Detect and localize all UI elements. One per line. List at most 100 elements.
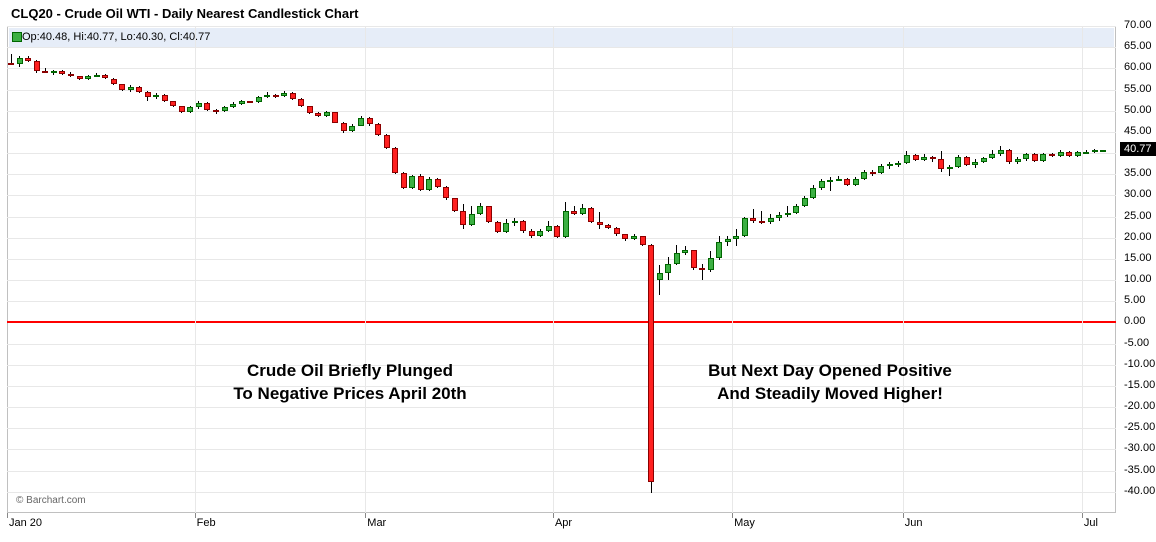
candle-body xyxy=(631,236,637,239)
y-tick-label: -20.00 xyxy=(1124,400,1155,412)
candle-body xyxy=(273,95,279,97)
grid-line-h xyxy=(7,153,1116,154)
candle-body xyxy=(716,242,722,259)
candle-body xyxy=(460,211,466,225)
candle-body xyxy=(580,208,586,214)
zero-line xyxy=(7,321,1116,323)
candle-body xyxy=(759,221,765,223)
x-tick-mark xyxy=(195,513,196,518)
candle-body xyxy=(264,95,270,97)
candle-body xyxy=(418,176,424,190)
candle-body xyxy=(955,157,961,166)
candle-body xyxy=(486,206,492,222)
candle-body xyxy=(529,231,535,236)
candle-body xyxy=(94,75,100,77)
grid-line-h xyxy=(7,132,1116,133)
candle-body xyxy=(68,74,74,76)
candle-body xyxy=(315,113,321,116)
y-tick-label: -40.00 xyxy=(1124,485,1155,497)
candle-body xyxy=(324,112,330,116)
x-tick-mark xyxy=(903,513,904,518)
candle-body xyxy=(239,101,245,104)
x-tick-label: Mar xyxy=(367,517,386,529)
candle-body xyxy=(145,92,151,96)
candle-wick xyxy=(659,265,660,295)
candle-body xyxy=(699,268,705,270)
annotation-right: But Next Day Opened PositiveAnd Steadily… xyxy=(630,360,1030,406)
candle-wick xyxy=(599,212,600,229)
candle-body xyxy=(196,103,202,107)
candle-body xyxy=(8,63,14,65)
candle-body xyxy=(1006,150,1012,161)
candle-body xyxy=(768,218,774,223)
candle-body xyxy=(298,99,304,106)
grid-line-h xyxy=(7,217,1116,218)
candle-body xyxy=(59,71,65,74)
y-tick-label: -25.00 xyxy=(1124,421,1155,433)
chart-plot-area xyxy=(7,26,1116,513)
x-tick-label: Jun xyxy=(905,517,923,529)
candle-body xyxy=(187,107,193,112)
candle-body xyxy=(563,211,569,237)
grid-line-h xyxy=(7,492,1116,493)
candle-body xyxy=(785,213,791,215)
candle-body xyxy=(290,93,296,99)
grid-line-h xyxy=(7,471,1116,472)
ohlc-swatch xyxy=(12,32,22,42)
candle-body xyxy=(682,250,688,252)
chart-title: CLQ20 - Crude Oil WTI - Daily Nearest Ca… xyxy=(11,6,358,21)
grid-line-h xyxy=(7,259,1116,260)
candle-body xyxy=(426,179,432,190)
x-tick-label: Feb xyxy=(197,517,216,529)
y-tick-label: 30.00 xyxy=(1124,188,1152,200)
grid-line-h xyxy=(7,111,1116,112)
candle-body xyxy=(520,221,526,232)
candle-body xyxy=(605,225,611,228)
grid-line-v xyxy=(903,26,904,513)
candle-body xyxy=(128,87,134,90)
candle-body xyxy=(162,95,168,102)
candle-body xyxy=(1083,152,1089,154)
candle-body xyxy=(691,250,697,268)
candle-body xyxy=(895,163,901,165)
x-tick-label: May xyxy=(734,517,755,529)
candle-body xyxy=(222,107,228,111)
candle-body xyxy=(571,211,577,214)
candle-body xyxy=(401,173,407,188)
candle-body xyxy=(776,215,782,218)
candle-body xyxy=(827,180,833,182)
candle-body xyxy=(733,236,739,239)
candle-body xyxy=(810,188,816,198)
grid-line-v xyxy=(553,26,554,513)
candle-body xyxy=(85,76,91,79)
grid-line-h xyxy=(7,407,1116,408)
candle-body xyxy=(1092,150,1098,152)
grid-line-h xyxy=(7,68,1116,69)
candle-body xyxy=(136,87,142,93)
candle-body xyxy=(878,166,884,173)
grid-line-v xyxy=(1082,26,1083,513)
y-tick-label: 50.00 xyxy=(1124,104,1152,116)
candle-body xyxy=(204,103,210,110)
candle-body xyxy=(887,164,893,166)
candle-body xyxy=(170,101,176,106)
candle-body xyxy=(1100,150,1106,152)
grid-line-v xyxy=(732,26,733,513)
candle-body xyxy=(17,58,23,64)
last-price-tag: 40.77 xyxy=(1120,142,1156,156)
y-tick-label: -10.00 xyxy=(1124,358,1155,370)
y-tick-label: 10.00 xyxy=(1124,273,1152,285)
x-tick-label: Jul xyxy=(1084,517,1098,529)
candle-body xyxy=(281,93,287,96)
candle-body xyxy=(921,157,927,160)
candle-body xyxy=(1032,154,1038,161)
y-tick-label: 15.00 xyxy=(1124,252,1152,264)
candle-body xyxy=(34,61,40,72)
candle-body xyxy=(938,159,944,169)
candle-body xyxy=(384,135,390,148)
grid-line-h xyxy=(7,428,1116,429)
x-tick-mark xyxy=(7,513,8,518)
candle-body xyxy=(554,226,560,237)
candle-body xyxy=(409,176,415,187)
y-tick-label: -30.00 xyxy=(1124,442,1155,454)
